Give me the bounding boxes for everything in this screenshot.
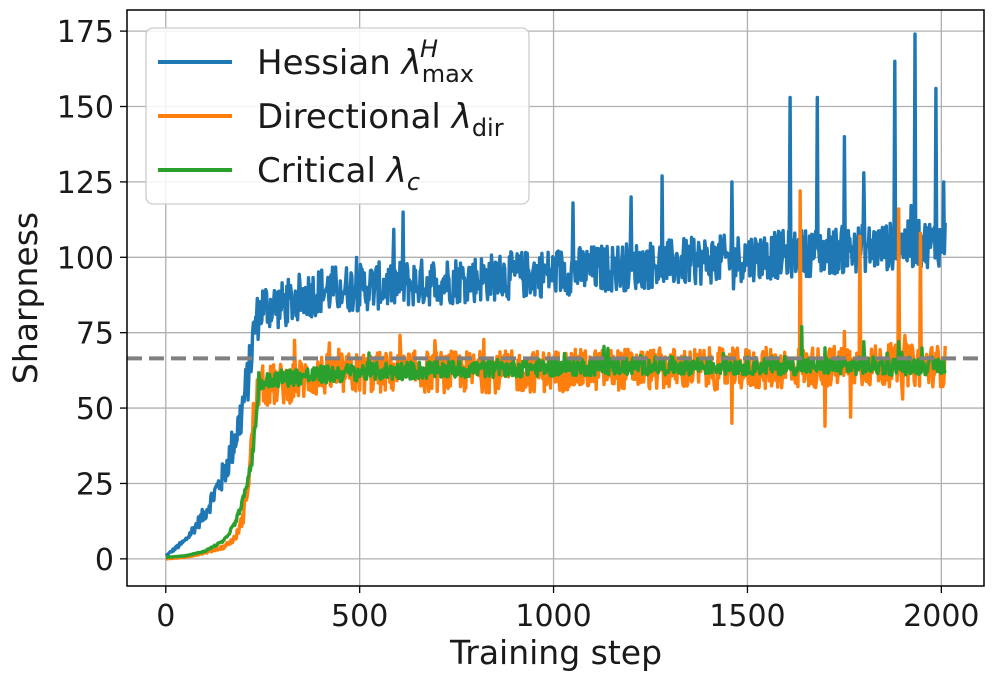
legend-label-directional: Directional λdir bbox=[257, 97, 504, 142]
x-axis-label: Training step bbox=[449, 633, 662, 672]
plot-frame bbox=[126, 9, 985, 587]
legend-label-critical: Critical λc bbox=[257, 151, 420, 196]
y-axis-label: Sharpness bbox=[6, 212, 45, 384]
y-tick-label: 100 bbox=[57, 241, 114, 276]
y-tick-label: 175 bbox=[57, 15, 114, 50]
y-tick-label: 75 bbox=[76, 317, 114, 352]
y-tick-label: 50 bbox=[76, 392, 114, 427]
series-line-hessian bbox=[164, 32, 947, 558]
y-tick-label: 0 bbox=[95, 543, 114, 578]
series-line-critical bbox=[164, 324, 947, 560]
series-layer bbox=[164, 32, 947, 561]
y-axis-ticks: 0 25 50 75 100 125 150 175 bbox=[57, 15, 127, 578]
y-tick-label: 25 bbox=[76, 467, 114, 502]
x-tick-label: 500 bbox=[331, 599, 388, 634]
y-tick-label: 125 bbox=[57, 166, 114, 201]
x-tick-label: 1000 bbox=[515, 599, 591, 634]
x-tick-label: 0 bbox=[156, 599, 175, 634]
legend-label-hessian: Hessian λmaxH bbox=[257, 35, 474, 88]
x-axis-ticks: 0 500 1000 1500 2000 bbox=[156, 586, 980, 634]
y-tick-label: 150 bbox=[57, 91, 114, 126]
x-tick-label: 1500 bbox=[709, 599, 785, 634]
legend-box bbox=[145, 27, 530, 205]
x-tick-label: 2000 bbox=[903, 599, 979, 634]
legend: Hessian λmaxH Directional λdir Critical λc bbox=[145, 27, 530, 205]
